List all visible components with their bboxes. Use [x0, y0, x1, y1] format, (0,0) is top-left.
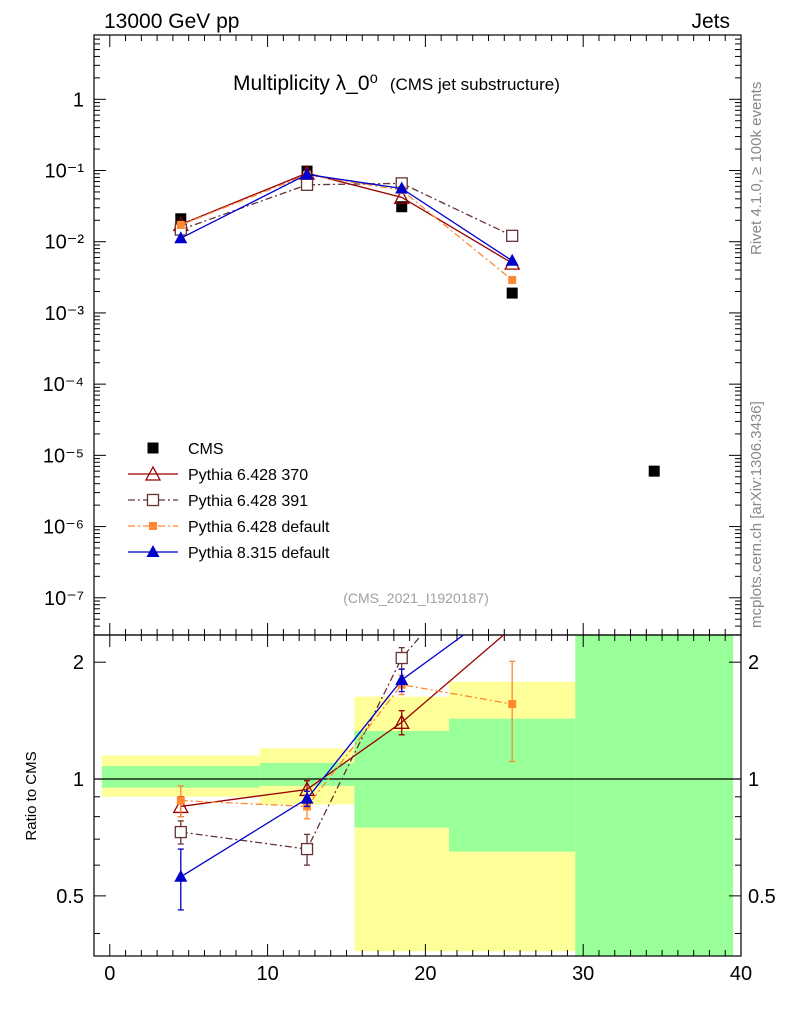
legend-label: Pythia 6.428 default	[188, 519, 330, 536]
marker-p8def	[395, 181, 409, 194]
marker-p370	[393, 713, 410, 729]
x-tick-label: 30	[572, 963, 594, 985]
marker-p391	[506, 229, 519, 242]
marker-data	[396, 201, 408, 213]
x-tick-label: 10	[256, 963, 278, 985]
y-tick-label-ratio: 2	[73, 652, 84, 674]
y-tick-label-main: 10⁻⁵	[43, 445, 84, 467]
marker-p8def	[174, 231, 188, 244]
ratio-line-p370	[180, 635, 505, 808]
marker-p6def	[176, 796, 185, 805]
marker-p8def	[174, 869, 188, 882]
ratio-line-p391	[180, 635, 423, 850]
marker-p8def	[300, 167, 314, 180]
y-tick-label-main: 10⁻⁶	[43, 517, 84, 539]
marker-p6def	[176, 220, 185, 229]
marker-p6def	[508, 700, 517, 709]
marker-data	[147, 442, 159, 454]
chart-title-sub: (CMS jet substructure)	[390, 75, 560, 94]
ratio-uncertainty-bands	[101, 635, 734, 956]
y-tick-label-main: 10⁻⁷	[44, 588, 84, 610]
legend-label: CMS	[188, 441, 224, 458]
y-tick-label-ratio-right: 0.5	[748, 886, 776, 908]
marker-p6def	[508, 276, 517, 285]
marker-p370	[393, 188, 410, 204]
ratio-band-green	[101, 766, 260, 788]
marker-p391	[146, 493, 160, 507]
legend-label: Pythia 6.428 370	[188, 467, 308, 484]
header-right-label: Jets	[691, 10, 730, 33]
marker-data	[506, 287, 518, 299]
y-tick-label-ratio: 0.5	[56, 886, 84, 908]
side-label-top: Rivet 4.1.0, ≥ 100k events	[748, 82, 765, 255]
marker-p391	[300, 842, 314, 856]
main-plot-series	[172, 164, 660, 477]
ratio-line-p8def	[180, 635, 465, 878]
marker-p391	[174, 825, 187, 839]
y-tick-label-main: 10⁻⁴	[43, 374, 84, 396]
y-tick-label-main: 1	[73, 89, 84, 111]
ratio-band-green	[575, 635, 734, 956]
marker-p8def	[505, 253, 519, 266]
marker-p391	[395, 651, 408, 665]
marker-p6def	[149, 522, 157, 530]
marker-p370	[144, 465, 162, 481]
legend-label: Pythia 6.428 391	[188, 493, 308, 510]
header-left-label: 13000 GeV pp	[104, 10, 239, 33]
axes-frames	[93, 34, 742, 957]
marker-p8def	[300, 791, 314, 804]
ratio-plot-series	[172, 635, 517, 911]
series-line-p6def	[180, 174, 513, 281]
marker-data	[648, 465, 660, 477]
ratio-axis-label: Ratio to CMS	[23, 751, 40, 840]
legend-label: Pythia 8.315 default	[188, 545, 330, 562]
marker-p8def	[146, 545, 160, 557]
series-line-p370	[180, 172, 513, 264]
legend: CMS Pythia 6.428 370 Pythia 6.428 391 Pythi…	[128, 441, 330, 562]
side-label-bottom: mcplots.cern.ch [arXiv:1306.3436]	[748, 401, 765, 628]
series-line-p8def	[180, 173, 513, 262]
chart-title: Multiplicity λ_0⁰ (CMS jet substructure)	[233, 72, 560, 95]
ratio-frame	[93, 634, 742, 957]
x-tick-label: 20	[414, 963, 436, 985]
y-tick-label-ratio-right: 2	[748, 652, 759, 674]
chart-title-main: Multiplicity λ_0⁰	[233, 72, 378, 95]
axis-ticks: 0 10 20 30 40 1 10⁻¹ 10⁻² 10⁻³ 10⁻⁴ 10⁻⁵ 10⁻⁶ 10⁻⁷ 2 2…	[43, 34, 776, 985]
marker-p391	[300, 178, 314, 191]
y-tick-label-ratio-right: 1	[748, 769, 759, 791]
y-tick-label-main: 10⁻¹	[45, 161, 85, 183]
x-tick-label: 0	[104, 963, 115, 985]
x-tick-label: 40	[730, 963, 752, 985]
y-tick-label-main: 10⁻³	[45, 303, 85, 325]
y-tick-label-ratio: 1	[73, 769, 84, 791]
marker-p8def	[395, 672, 409, 685]
y-tick-label-main: 10⁻²	[45, 232, 85, 254]
series-line-p391	[180, 182, 513, 237]
analysis-id-label: (CMS_2021_I1920187)	[343, 590, 489, 606]
ratio-line-p6def	[180, 683, 513, 808]
